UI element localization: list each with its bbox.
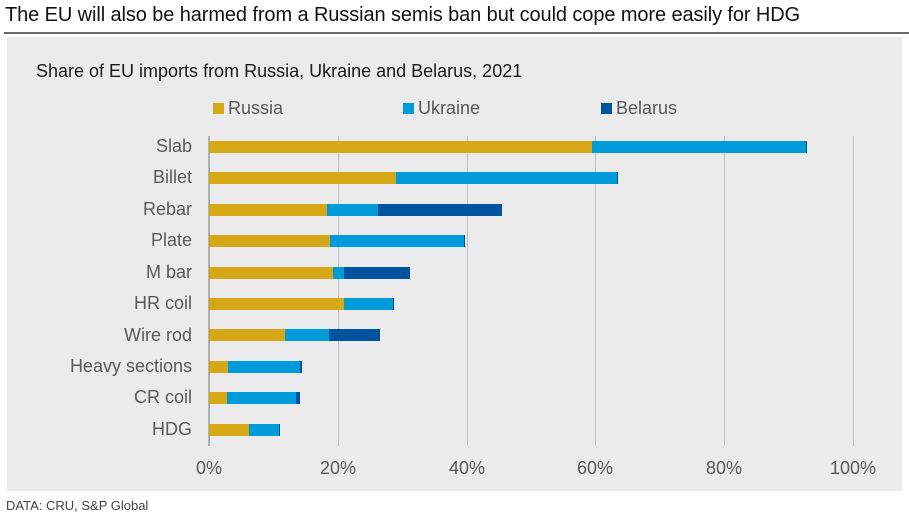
bar-wire-rod [209, 329, 381, 342]
legend-label-russia: Russia [228, 97, 284, 118]
category-label: Plate [150, 230, 192, 250]
gridline-80 [724, 136, 725, 446]
bar-heavy-sections [209, 360, 302, 373]
bar-segment-ukraine [227, 360, 300, 373]
chart-title: Share of EU imports from Russia, Ukraine… [36, 61, 523, 81]
bar-segment-belarus [279, 423, 281, 436]
x-tick-label: 0% [195, 458, 223, 478]
legend-item-ukraine: Ukraine [403, 97, 480, 119]
gridline-0 [208, 136, 210, 446]
bar-segment-russia [209, 235, 331, 248]
bar-segment-ukraine [284, 329, 329, 342]
x-tick-label: 40% [448, 458, 486, 478]
legend-swatch-russia-icon [213, 102, 224, 114]
category-label: HDG [152, 419, 192, 439]
bar-segment-russia [209, 392, 228, 405]
bar-rebar [209, 203, 502, 216]
bar-billet [209, 172, 618, 185]
category-label: CR coil [133, 387, 192, 407]
bar-segment-russia [209, 423, 249, 436]
bar-segment-ukraine [396, 172, 618, 185]
legend-swatch-belarus-icon [601, 102, 612, 114]
bar-segment-russia [209, 172, 397, 185]
legend-label-ukraine: Ukraine [418, 97, 481, 118]
legend-item-belarus: Belarus [601, 97, 677, 119]
bar-slab [209, 141, 808, 153]
bar-segment-belarus [393, 298, 395, 310]
category-label: Slab [155, 136, 192, 156]
x-tick-label: 60% [576, 458, 614, 478]
category-label: Wire rod [123, 325, 192, 345]
legend-item-russia: Russia [213, 97, 283, 119]
bar-hdg [209, 423, 281, 436]
x-tick-label: 20% [319, 458, 357, 478]
legend-swatch-ukraine-icon [403, 102, 414, 114]
bar-segment-russia [209, 329, 285, 342]
category-label: Heavy sections [69, 356, 192, 376]
bar-segment-russia [209, 141, 593, 153]
bar-hr-coil [209, 298, 395, 310]
x-tick-label: 100% [829, 458, 877, 478]
headline: The EU will also be harmed from a Russia… [5, 4, 801, 26]
bar-segment-ukraine [330, 235, 464, 248]
bar-segment-belarus [295, 392, 301, 405]
chart-panel [7, 37, 902, 491]
bar-segment-belarus [299, 360, 302, 373]
bar-segment-russia [209, 298, 344, 310]
bar-segment-belarus [378, 203, 502, 216]
category-label: M bar [145, 262, 192, 282]
headline-divider [4, 32, 909, 34]
bar-segment-belarus [464, 235, 466, 248]
bar-segment-belarus [328, 329, 381, 342]
bar-m-bar [209, 266, 410, 279]
gridline-100 [853, 136, 854, 446]
bar-segment-belarus [805, 141, 808, 153]
gridline-20 [338, 136, 339, 446]
bar-segment-ukraine [592, 141, 806, 153]
x-tick-label: 80% [705, 458, 743, 478]
bar-plate [209, 235, 466, 248]
bar-segment-belarus [617, 172, 618, 185]
bar-segment-russia [209, 266, 334, 279]
gridline-60 [595, 136, 596, 446]
bar-segment-russia [209, 203, 327, 216]
bar-segment-ukraine [326, 203, 379, 216]
category-label: Rebar [142, 199, 192, 219]
bar-segment-russia [209, 360, 228, 373]
bar-segment-ukraine [343, 298, 394, 310]
bar-segment-belarus [343, 266, 410, 279]
bar-segment-ukraine [248, 423, 280, 436]
bar-segment-ukraine [333, 266, 344, 279]
bar-segment-ukraine [227, 392, 296, 405]
gridline-40 [467, 136, 468, 446]
category-label: HR coil [133, 293, 192, 313]
category-label: Billet [152, 167, 192, 187]
legend-label-belarus: Belarus [616, 97, 678, 118]
source-note: DATA: CRU, S&P Global [6, 498, 149, 513]
bar-cr-coil [209, 392, 301, 405]
